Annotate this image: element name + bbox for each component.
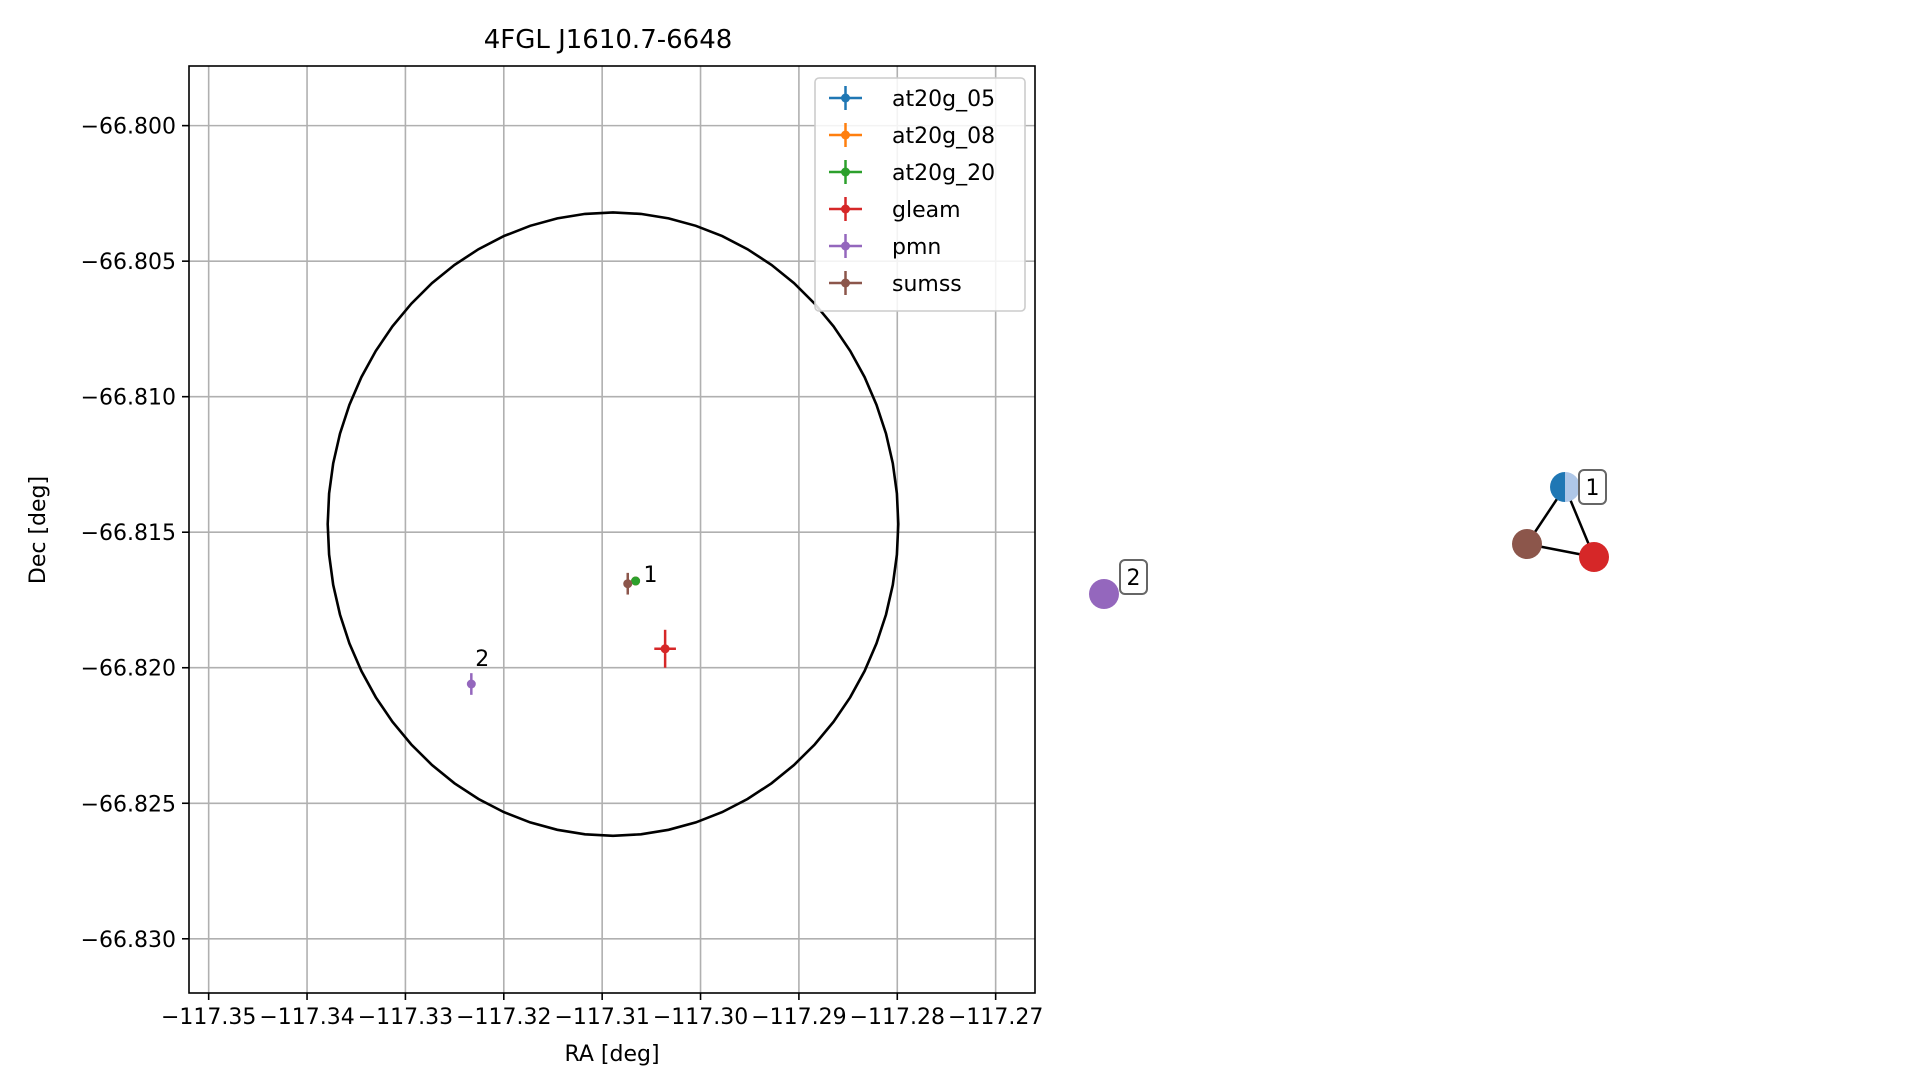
legend-label-at20g_08: at20g_08	[892, 124, 995, 149]
network-label-box	[1119, 559, 1148, 595]
y-tick-label: −66.825	[81, 792, 176, 817]
legend-label-gleam: gleam	[892, 198, 961, 223]
point-annotations: 12	[475, 563, 657, 672]
point-pmn	[466, 679, 476, 689]
y-tick-label: −66.820	[81, 657, 176, 682]
legend-marker-at20g_20	[841, 167, 850, 177]
y-tick-label: −66.830	[81, 928, 176, 953]
network-node	[1579, 542, 1609, 572]
point-at20g_20	[631, 576, 641, 586]
y-axis-label: Dec [deg]	[26, 476, 51, 584]
x-tick-label: −117.33	[358, 1005, 453, 1030]
chart-title: 4FGL J1610.7-6648	[484, 25, 733, 55]
y-tick-label: −66.815	[81, 521, 176, 546]
network-label-box	[1578, 469, 1607, 505]
x-tick-label: −117.30	[653, 1005, 748, 1030]
plot-frame	[188, 65, 1036, 994]
legend-marker-gleam	[841, 204, 850, 214]
x-tick-label: −117.34	[259, 1005, 354, 1030]
cluster-network: 21	[1089, 469, 1609, 609]
data-points	[466, 572, 676, 695]
x-tick-label: −117.29	[751, 1005, 846, 1030]
legend-marker-at20g_08	[841, 130, 850, 140]
legend-label-pmn: pmn	[892, 235, 941, 260]
grid	[189, 66, 1035, 993]
legend-marker-sumss	[841, 278, 850, 288]
y-tick-label: −66.805	[81, 250, 176, 275]
legend-label-at20g_05: at20g_05	[892, 87, 995, 112]
error-ellipse	[326, 211, 900, 838]
network-node-label: 2	[1127, 566, 1141, 591]
x-tick-label: −117.35	[161, 1005, 256, 1030]
legend-marker-pmn	[841, 241, 850, 251]
network-node	[1089, 579, 1119, 609]
annotation-label: 2	[475, 647, 489, 672]
y-tick-label: −66.810	[81, 386, 176, 411]
y-axis-ticks: −66.800 −66.805 −66.810 −66.815 −66.820 −66.8…	[81, 115, 189, 953]
x-axis-label: RA [deg]	[564, 1042, 659, 1067]
annotation-label: 1	[643, 563, 657, 588]
legend-marker-at20g_05	[841, 93, 850, 103]
point-gleam	[660, 644, 670, 654]
legend-frame	[814, 77, 1026, 312]
x-tick-label: −117.28	[850, 1005, 945, 1030]
x-tick-label: −117.31	[554, 1005, 649, 1030]
x-tick-label: −117.27	[948, 1005, 1043, 1030]
point-sumss	[623, 579, 633, 589]
y-tick-label: −66.800	[81, 115, 176, 140]
network-node-half	[1550, 472, 1565, 502]
network-node-half	[1565, 472, 1580, 502]
network-node	[1512, 529, 1542, 559]
x-tick-label: −117.32	[456, 1005, 551, 1030]
x-axis-ticks: −117.35 −117.34 −117.33 −117.32 −117.31 −117.…	[161, 993, 1043, 1030]
legend-label-sumss: sumss	[892, 272, 962, 297]
network-node-label: 1	[1586, 476, 1600, 501]
legend-label-at20g_20: at20g_20	[892, 161, 995, 186]
